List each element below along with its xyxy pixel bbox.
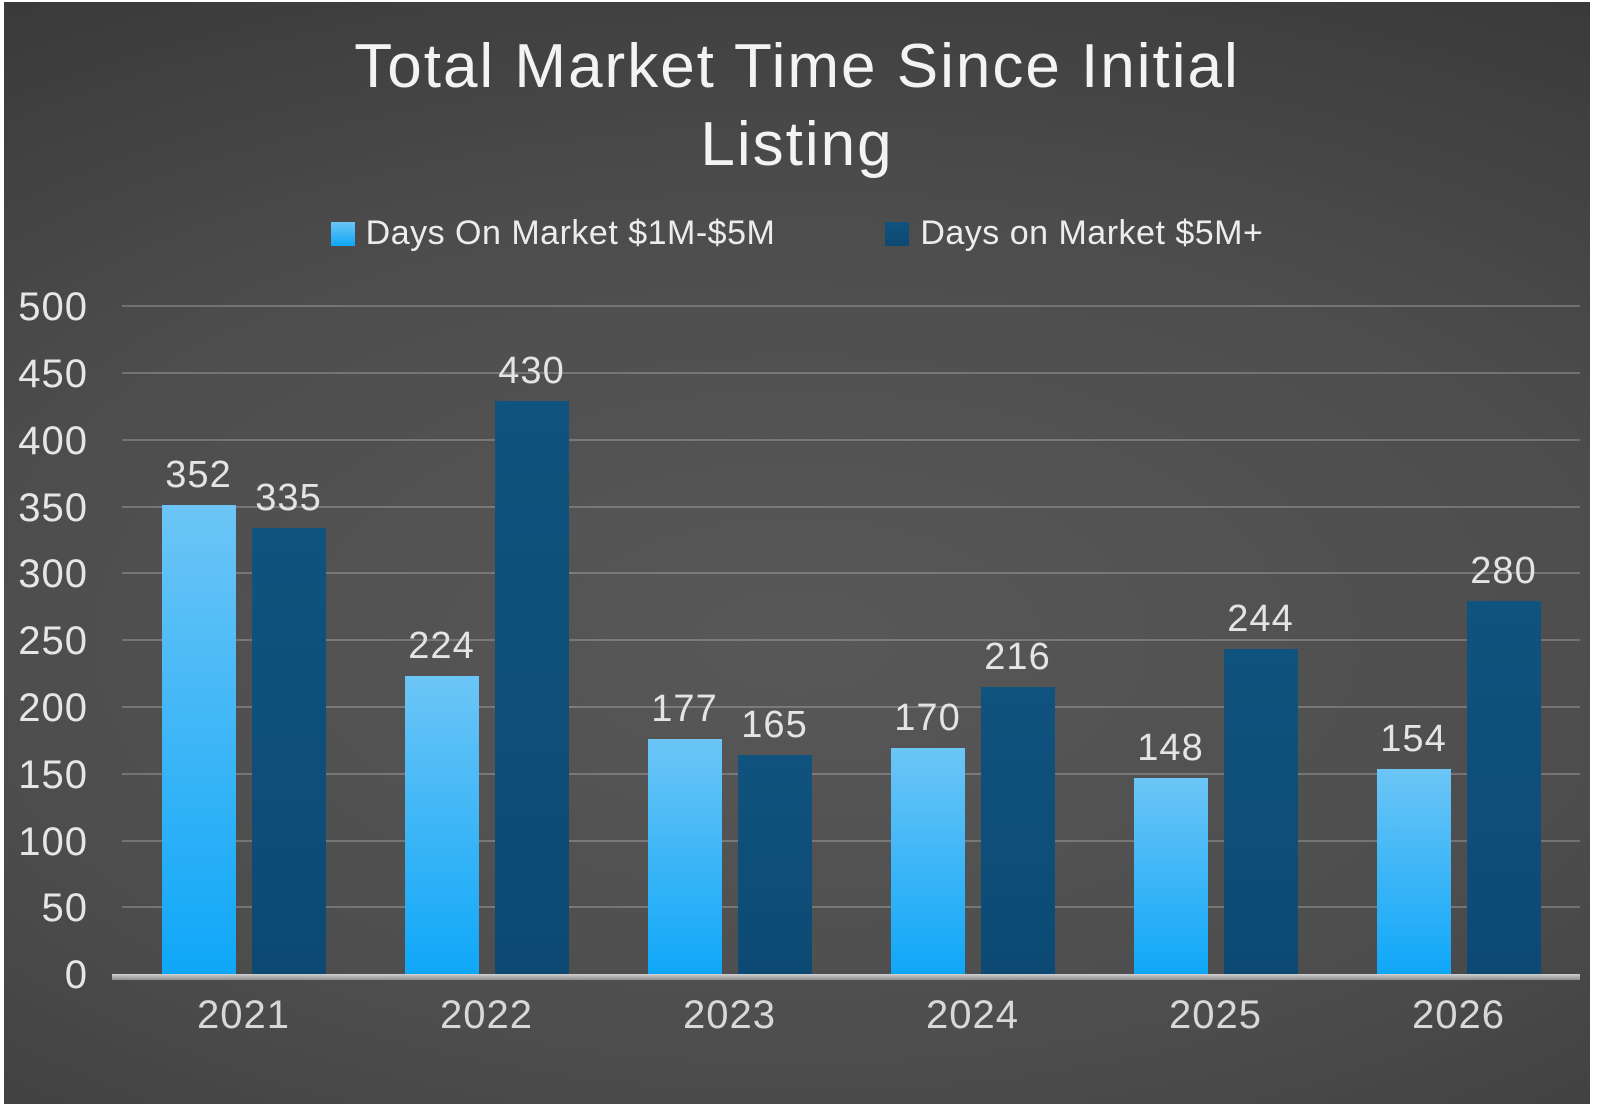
bar-series2-2025: 244 [1223, 598, 1298, 976]
bar-series1-2022: 224 [404, 625, 479, 976]
y-axis-tick-label-200: 200 [18, 686, 88, 731]
gridline-250 [122, 639, 1580, 642]
bar-series2-2021: 335 [251, 477, 326, 976]
gridline-450 [122, 372, 1580, 375]
chart-slide: Total Market Time Since Initial Listing … [4, 2, 1590, 1104]
bar-group-2026: 154 280 [1337, 307, 1580, 976]
bar-value-label-series1-2025: 148 [1137, 726, 1204, 769]
y-axis-tick-label-350: 350 [18, 485, 88, 530]
x-axis-label-2021: 2021 [197, 993, 290, 1038]
gridline-150 [122, 772, 1580, 775]
bar-value-label-series1-2023: 177 [651, 687, 718, 730]
plot-area: 352 335 224 430 177 165 170 216 148 244 154 280 [112, 305, 1580, 981]
bar-group-2022: 224 430 [365, 307, 608, 976]
bar-series1-2023: 177 [647, 688, 722, 976]
x-axis-label-2022: 2022 [440, 993, 533, 1038]
bar-series2-2022: 430 [494, 350, 569, 976]
gridline-500 [122, 305, 1580, 308]
gridline-350 [122, 505, 1580, 508]
x-axis-labels: 2021 2022 2023 2024 2025 2026 [122, 993, 1580, 1038]
x-axis-label-2025: 2025 [1169, 993, 1262, 1038]
gridline-100 [122, 839, 1580, 842]
y-axis-tick-label-250: 250 [18, 619, 88, 664]
bar-group-2025: 148 244 [1094, 307, 1337, 976]
bar-group-2024: 170 216 [851, 307, 1094, 976]
bar-value-label-series2-2024: 216 [984, 635, 1051, 678]
legend-item-5m-plus: Days on Market $5M+ [885, 214, 1263, 253]
y-axis-tick-label-100: 100 [18, 819, 88, 864]
x-axis-label-2023: 2023 [683, 993, 776, 1038]
bar-groups: 352 335 224 430 177 165 170 216 148 244 154 280 [122, 307, 1580, 976]
gridline-200 [122, 706, 1580, 709]
gridline-300 [122, 572, 1580, 575]
legend-swatch-1m-5m-icon [330, 221, 355, 246]
bar-group-2021: 352 335 [122, 307, 365, 976]
y-axis-tick-label-400: 400 [18, 418, 88, 463]
x-axis-label-2026: 2026 [1412, 993, 1505, 1038]
bar-series2-2023: 165 [737, 704, 812, 976]
bar-value-label-series2-2023: 165 [741, 703, 808, 746]
legend-label-5m-plus: Days on Market $5M+ [920, 214, 1264, 253]
legend-swatch-5m-plus-icon [885, 221, 910, 246]
chart-area: 0 50 100 150 200 250 300 350 400 450 500 352 335 224… [4, 287, 1590, 1038]
gridline-400 [122, 438, 1580, 441]
y-axis-tick-label-300: 300 [18, 552, 88, 597]
bar-series1-2021: 352 [161, 454, 236, 976]
bar-value-label-series1-2024: 170 [894, 697, 961, 740]
bar-value-label-series1-2021: 352 [165, 453, 232, 496]
bar-series1-2025: 148 [1133, 727, 1208, 976]
bar-value-label-series1-2022: 224 [408, 624, 475, 667]
y-axis: 0 50 100 150 200 250 300 350 400 450 500 [4, 287, 122, 995]
bar-series2-2026: 280 [1466, 550, 1541, 976]
bar-series1-2026: 154 [1376, 718, 1451, 976]
bar-value-label-series2-2026: 280 [1470, 550, 1537, 593]
chart-title-line-1: Total Market Time Since Initial [354, 32, 1240, 101]
y-axis-tick-label-150: 150 [18, 752, 88, 797]
x-axis-label-2024: 2024 [926, 993, 1019, 1038]
bar-series1-2024: 170 [890, 697, 965, 976]
y-axis-tick-label-50: 50 [41, 886, 88, 931]
bar-value-label-series2-2022: 430 [498, 349, 565, 392]
gridline-50 [122, 906, 1580, 909]
y-axis-tick-label-500: 500 [18, 285, 88, 330]
x-axis-line [112, 974, 1580, 981]
bar-series2-2024: 216 [980, 636, 1055, 976]
chart-title: Total Market Time Since Initial Listing [4, 28, 1590, 184]
legend-label-1m-5m: Days On Market $1M-$5M [365, 214, 776, 253]
chart-title-line-2: Listing [700, 110, 894, 180]
legend-item-1m-5m: Days On Market $1M-$5M [330, 214, 776, 253]
bar-value-label-series1-2026: 154 [1380, 718, 1447, 761]
bar-group-2023: 177 165 [608, 307, 851, 976]
bar-value-label-series2-2021: 335 [255, 476, 322, 519]
legend: Days On Market $1M-$5M Days on Market $5… [4, 214, 1590, 253]
y-axis-tick-label-0: 0 [64, 953, 88, 998]
bar-value-label-series2-2025: 244 [1227, 598, 1294, 641]
y-axis-tick-label-450: 450 [18, 352, 88, 397]
